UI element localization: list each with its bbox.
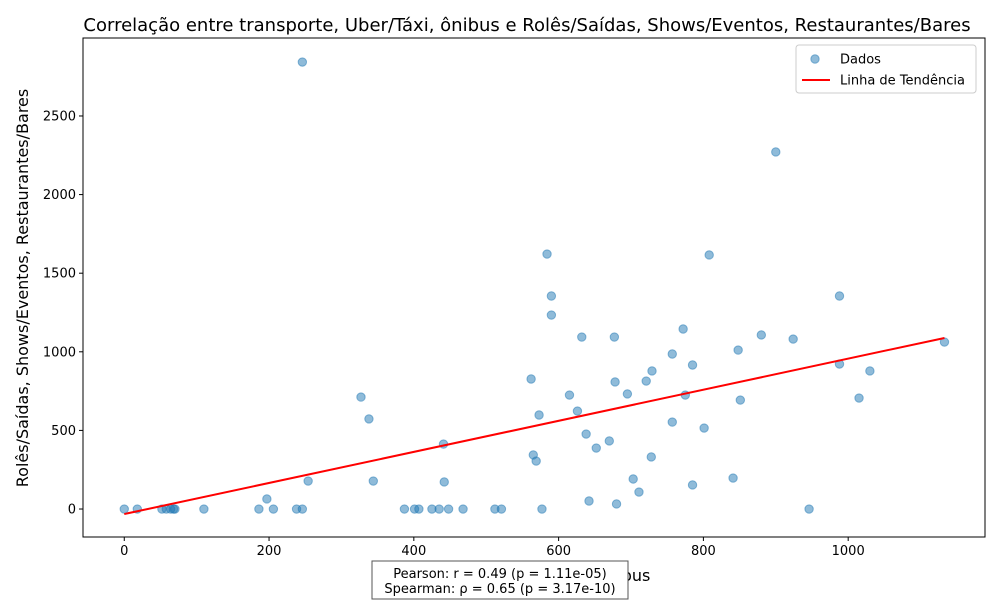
data-point <box>537 504 547 514</box>
data-point <box>297 504 308 514</box>
data-point <box>667 349 677 359</box>
data-point <box>546 291 557 301</box>
data-point <box>199 504 209 514</box>
data-point <box>788 334 798 344</box>
data-point <box>771 147 781 157</box>
data-point <box>678 324 688 334</box>
data-point <box>526 374 536 384</box>
data-point <box>641 376 651 386</box>
data-point <box>735 395 746 405</box>
data-point <box>834 291 845 301</box>
annotation-box <box>371 560 629 600</box>
plot-area <box>82 37 986 538</box>
data-point <box>622 389 633 399</box>
data-point <box>577 332 587 342</box>
data-point <box>254 504 264 514</box>
data-point <box>542 249 552 259</box>
data-point <box>634 487 644 497</box>
data-point <box>647 366 657 376</box>
data-point <box>704 250 714 260</box>
x-tick-label: 1000 <box>832 544 865 559</box>
data-point <box>170 504 180 514</box>
data-point <box>581 429 591 439</box>
data-point <box>699 423 709 433</box>
data-point <box>399 504 410 514</box>
data-point <box>728 473 738 483</box>
x-tick-label: 400 <box>401 544 426 559</box>
data-point <box>564 390 575 400</box>
data-point <box>531 456 541 466</box>
data-point <box>303 476 313 486</box>
data-point <box>646 452 656 462</box>
data-point <box>609 332 620 342</box>
legend-box <box>795 44 977 94</box>
y-tick-label: 500 <box>51 424 76 439</box>
data-point <box>733 345 743 355</box>
data-point <box>368 476 378 486</box>
y-tick-label: 0 <box>68 503 76 518</box>
data-point <box>496 504 507 514</box>
data-point <box>584 496 594 506</box>
x-tick-label: 0 <box>120 544 128 559</box>
annotation: Pearson: r = 0.49 (p = 1.11e-05) <box>393 567 606 582</box>
data-point <box>604 436 614 446</box>
data-point <box>667 417 677 427</box>
data-point <box>854 393 864 403</box>
trend-line <box>124 336 945 516</box>
y-tick-label: 1500 <box>43 267 76 282</box>
y-axis-label: Rolês/Saídas, Shows/Eventos, Restaurante… <box>13 89 32 487</box>
data-point <box>591 443 601 453</box>
data-point <box>268 504 279 514</box>
data-point <box>610 377 620 387</box>
data-point <box>687 360 698 370</box>
data-point <box>434 504 444 514</box>
data-point <box>262 494 272 504</box>
data-point <box>804 504 814 514</box>
legend-marker <box>810 54 820 64</box>
data-point <box>628 474 638 484</box>
data-point <box>572 406 583 416</box>
data-point <box>364 414 374 424</box>
legend-label: Dados <box>840 53 881 68</box>
x-tick-label: 800 <box>691 544 716 559</box>
y-tick-label: 1000 <box>43 345 76 360</box>
data-point <box>439 477 449 487</box>
data-point <box>443 504 454 514</box>
y-tick-label: 2000 <box>43 188 76 203</box>
data-point <box>687 480 698 490</box>
data-point <box>939 337 950 347</box>
data-point <box>756 330 767 340</box>
x-tick-label: 600 <box>546 544 571 559</box>
data-point <box>414 504 424 514</box>
annotation: Spearman: ρ = 0.65 (p = 3.17e-10) <box>384 582 615 597</box>
data-point <box>546 310 557 320</box>
data-point <box>611 499 622 509</box>
legend-label: Linha de Tendência <box>840 74 965 89</box>
data-point <box>458 504 468 514</box>
data-point <box>119 504 129 514</box>
data-point <box>534 410 544 420</box>
y-tick-label: 2500 <box>43 109 76 124</box>
data-point <box>865 366 875 376</box>
data-point <box>297 57 308 67</box>
x-tick-label: 200 <box>257 544 282 559</box>
data-point <box>356 392 366 402</box>
chart-title: Correlação entre transporte, Uber/Táxi, … <box>83 15 970 36</box>
